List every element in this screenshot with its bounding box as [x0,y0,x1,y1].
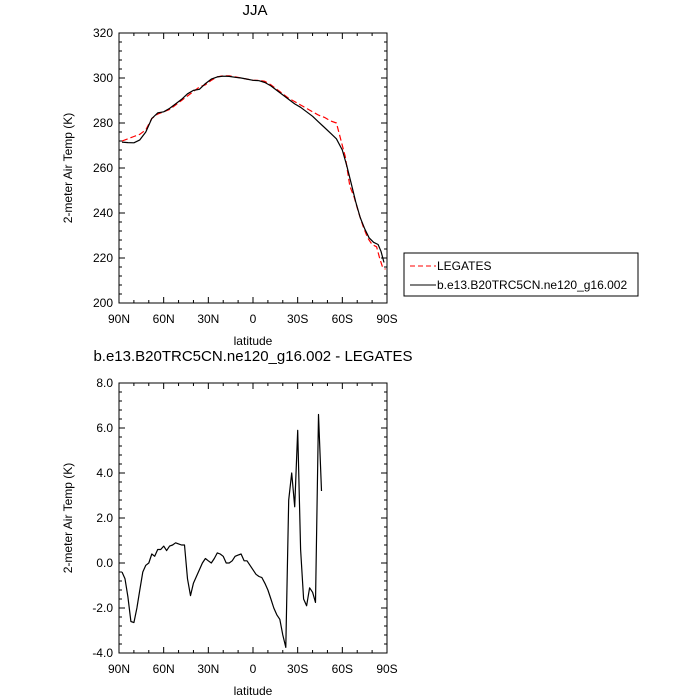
bottom-series-line-0 [121,413,323,649]
x-tick-label: 0 [250,312,257,326]
x-tick-label: 30N [197,312,219,326]
top-series-line-1 [121,75,385,263]
x-tick-label: 60N [153,662,175,676]
bottom-chart: b.e13.B20TRC5CN.ne120_g16.002 - LEGATES … [61,348,413,698]
legend: LEGATES b.e13.B20TRC5CN.ne120_g16.002 [403,252,639,297]
legend-label-legates: LEGATES [437,259,491,273]
x-tick-label: 60N [153,312,175,326]
y-tick-label: 8.0 [96,376,113,390]
x-tick-label: 90S [376,312,397,326]
y-tick-label: 200 [93,296,113,310]
top-chart-title: JJA [242,2,267,19]
y-tick-label: -4.0 [92,646,113,660]
top-y-axis-label: 2-meter Air Temp (K) [61,113,75,223]
top-chart: JJA 90N 60N 30N 0 30S 60S 90S 200 220 240 260 280 3… [61,2,398,348]
x-tick-label: 30S [287,312,308,326]
x-tick-label: 90N [108,662,130,676]
bottom-x-axis-label: latitude [234,684,273,698]
y-tick-label: 4.0 [96,466,113,480]
y-tick-label: 320 [93,26,113,40]
x-tick-label: 30S [287,662,308,676]
y-tick-label: 280 [93,116,113,130]
x-tick-label: 30N [197,662,219,676]
y-tick-label: 260 [93,161,113,175]
top-series-line-0 [121,75,386,270]
x-tick-label: 90N [108,312,130,326]
y-tick-label: 6.0 [96,421,113,435]
y-tick-label: 2.0 [96,511,113,525]
top-x-axis-label: latitude [234,334,273,348]
x-tick-label: 90S [376,662,397,676]
y-tick-label: 300 [93,71,113,85]
y-tick-label: 240 [93,206,113,220]
y-tick-label: -2.0 [92,601,113,615]
bottom-y-axis-label: 2-meter Air Temp (K) [61,463,75,573]
bottom-chart-title: b.e13.B20TRC5CN.ne120_g16.002 - LEGATES [93,348,412,365]
legend-label-model: b.e13.B20TRC5CN.ne120_g16.002 [437,278,627,292]
x-tick-label: 60S [332,312,353,326]
bottom-plot-frame [118,382,388,654]
y-tick-label: 220 [93,251,113,265]
x-tick-label: 0 [250,662,257,676]
y-tick-label: 0.0 [96,556,113,570]
legend-box [403,252,639,297]
x-tick-label: 60S [332,662,353,676]
